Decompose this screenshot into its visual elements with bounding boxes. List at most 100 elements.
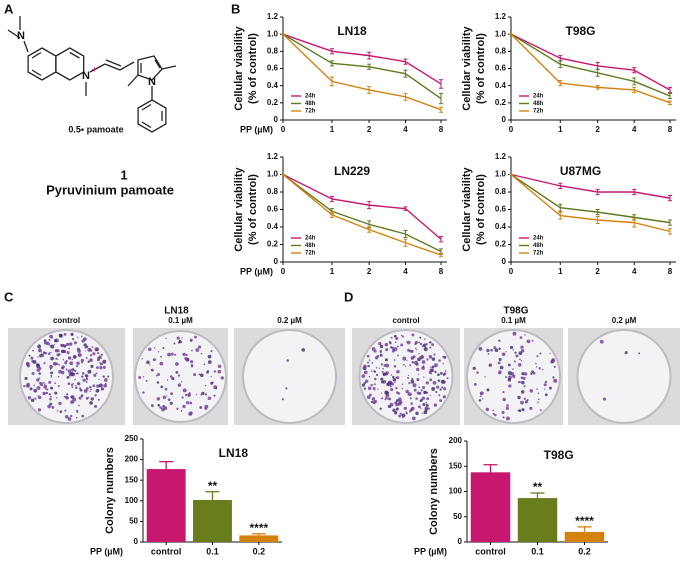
colony-dot (531, 339, 534, 342)
colony-dot (103, 378, 108, 382)
colony-dot (176, 407, 179, 410)
colony-dot (395, 376, 398, 379)
bar (564, 531, 605, 542)
error-bar (439, 106, 443, 113)
error-bar (403, 238, 408, 247)
colony-dot (401, 416, 404, 419)
y-tick-label: 150 (449, 461, 463, 470)
error-bar (595, 85, 600, 90)
chart-title: U87MG (560, 164, 601, 178)
colony-dot (169, 401, 173, 405)
colony-dot (213, 394, 216, 397)
colony-dot (97, 398, 100, 401)
colony-dot (67, 417, 72, 421)
colony-dot (85, 357, 88, 359)
colony-dot (398, 414, 402, 418)
colony-dot (82, 378, 86, 382)
photo-title: LN18 (164, 306, 189, 317)
colony-dot (401, 383, 404, 385)
y-axis-label: Colony numbers (428, 448, 440, 535)
colony-dot (71, 337, 75, 341)
x-axis-label: PP (µM) (414, 546, 447, 556)
colony-dot (385, 348, 389, 352)
y-tick-label: 1.2 (495, 152, 507, 161)
x-tick-label: 8 (668, 125, 673, 134)
colony-dot (420, 398, 423, 402)
colony-dot (170, 352, 174, 356)
colony-dot (507, 363, 511, 367)
colony-dot (67, 343, 70, 345)
colony-dot (93, 373, 97, 377)
error-bar (558, 211, 563, 220)
colony-dot (486, 348, 490, 353)
colony-dot (438, 359, 441, 362)
colony-dot (392, 408, 396, 413)
y-axis-label: Cellular viability (461, 25, 473, 110)
colony-dot (412, 416, 416, 421)
colony-dot (396, 376, 400, 380)
colony-dot (536, 388, 538, 390)
colony-dot (512, 348, 515, 351)
colony-dot (94, 404, 98, 408)
colony-dot (182, 352, 186, 357)
error-bar (632, 188, 637, 196)
colony-dot (66, 393, 69, 396)
y-tick-label: 0.4 (267, 81, 279, 90)
colony-dot (445, 372, 447, 375)
x-tick-label: 2 (367, 267, 372, 276)
colony-dot (64, 415, 69, 419)
colony-dot (30, 398, 35, 403)
colony-dot (379, 353, 383, 357)
error-bar (251, 533, 266, 536)
colony-dot (72, 395, 75, 398)
colony-dot (61, 366, 65, 370)
colony-dot (164, 387, 168, 391)
colony-dot (406, 359, 408, 361)
colony-dot (156, 381, 160, 384)
colony-dot (395, 386, 398, 390)
colony-dot (187, 393, 191, 398)
colony-dot (507, 371, 512, 375)
colony-dot (43, 362, 46, 365)
colony-dot (206, 370, 210, 373)
colony-dot (399, 412, 402, 415)
colony-dot (43, 384, 48, 389)
colony-dot (141, 358, 144, 360)
colony-dot (66, 375, 70, 379)
colony-dot (397, 392, 401, 395)
colony-dot (81, 372, 85, 375)
colony-dot (390, 374, 393, 376)
chart-title: T98G (544, 448, 574, 462)
error-bar (403, 230, 408, 238)
colony-dot (161, 407, 165, 412)
colony-dot (173, 342, 176, 345)
colony-dot (76, 347, 81, 352)
x-tick-label: 4 (632, 267, 637, 276)
colony-dot (36, 364, 41, 369)
colony-dot (412, 383, 417, 388)
y-tick-label: 0.6 (267, 205, 279, 214)
colony-dot (48, 393, 51, 396)
colony-dot (422, 402, 426, 407)
colony-dot (413, 388, 417, 392)
colony-dot (488, 364, 491, 367)
atom-label: N (82, 70, 90, 82)
colony-dot (63, 350, 67, 354)
colony-dot (371, 347, 376, 351)
colony-dot (57, 384, 60, 388)
colony-dot (498, 347, 501, 350)
colony-dot (537, 392, 540, 394)
colony-dot (194, 335, 198, 339)
colony-dot (52, 361, 57, 366)
colony-dot (427, 407, 430, 410)
colony-dot (425, 381, 429, 385)
colony-dot (45, 391, 48, 395)
colony-dot (485, 407, 490, 412)
colony-dot (482, 398, 484, 400)
chart-title: LN18 (337, 24, 367, 38)
colony-dot (367, 361, 369, 364)
colony-dot (392, 378, 397, 382)
colony-dot (181, 396, 184, 399)
colony-dot (97, 356, 101, 360)
colony-dot (512, 331, 517, 336)
